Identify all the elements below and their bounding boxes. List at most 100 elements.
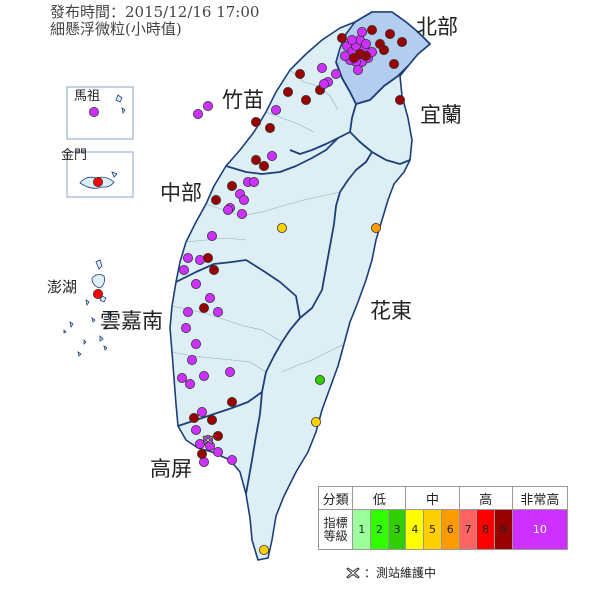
station-marker-level-10[interactable] [190,338,201,349]
station-marker-level-9[interactable] [366,24,377,35]
taiwan-mainland [169,11,431,561]
station-marker-level-9[interactable] [226,180,237,191]
station-marker-level-8[interactable] [93,288,104,299]
header: 發布時間：2015/12/16 17:00 細懸浮微粒(小時值) [50,4,259,38]
station-marker-level-10[interactable] [222,204,233,215]
legend-mid-header: 中 [405,486,460,510]
station-marker-level-9[interactable] [258,160,269,171]
station-marker-level-10[interactable] [270,105,281,116]
station-marker-level-9[interactable] [196,448,207,459]
station-marker-level-10[interactable] [248,176,259,187]
station-marker-level-10[interactable] [89,107,100,118]
station-marker-level-10[interactable] [178,264,189,275]
legend-level-8: 8 [476,509,495,550]
station-marker-level-5[interactable] [276,222,287,233]
kinmen-inset[interactable]: 金門 [61,147,134,198]
station-marker-level-10[interactable] [176,372,187,383]
station-marker-level-10[interactable] [182,306,193,317]
station-marker-level-9[interactable] [396,37,407,48]
legend-low-header: 低 [352,486,407,510]
station-marker-level-10[interactable] [190,278,201,289]
station-marker-level-10[interactable] [198,370,209,381]
region-label-yilan: 宜蘭 [420,103,462,127]
station-marker-level-10[interactable] [180,322,191,333]
legend-level-5: 5 [423,509,442,550]
station-marker-level-3[interactable] [314,374,325,385]
station-marker-level-9[interactable] [336,33,347,44]
station-marker-level-10[interactable] [339,51,350,62]
station-marker-level-9[interactable] [250,154,261,165]
station-marker-level-10[interactable] [238,194,249,205]
legend-level-2: 2 [370,509,389,550]
region-label-central: 中部 [160,181,202,205]
region-label-kaoping: 高屏 [150,457,192,481]
station-marker-level-10[interactable] [196,406,207,417]
legend-level-3: 3 [387,509,407,550]
station-marker-level-9[interactable] [384,28,395,39]
station-marker-level-10[interactable] [266,150,277,161]
station-marker-level-10[interactable] [202,101,213,112]
station-marker-level-9[interactable] [188,412,199,423]
legend-level-6: 6 [440,509,460,550]
station-marker-level-10[interactable] [206,230,217,241]
station-marker-level-9[interactable] [282,87,293,98]
legend-very-high-header: 非常高 [511,486,569,510]
station-marker-level-10[interactable] [212,306,223,317]
station-marker-level-8[interactable] [93,176,104,187]
region-label-zhumiao: 竹苗 [222,88,264,112]
station-marker-level-10[interactable] [330,69,341,80]
legend-level-7: 7 [458,509,478,550]
station-marker-level-10[interactable] [184,378,195,389]
station-marker-level-10[interactable] [346,35,357,46]
station-marker-level-6[interactable] [370,222,381,233]
station-marker-level-9[interactable] [198,302,209,313]
station-marker-level-5[interactable] [258,545,269,556]
region-label-north: 北部 [416,15,458,39]
station-marker-level-9[interactable] [208,264,219,275]
maintenance-marker[interactable] [202,435,214,445]
maintenance-legend: ：測站維護中 [346,564,436,581]
station-marker-level-10[interactable] [204,292,215,303]
station-marker-level-9[interactable] [388,59,399,70]
station-marker-level-5[interactable] [310,416,321,427]
station-marker-level-10[interactable] [224,366,235,377]
station-marker-level-9[interactable] [206,414,217,425]
matsu-inset[interactable]: 馬祖 [66,86,134,140]
station-marker-level-9[interactable] [394,95,405,106]
station-marker-level-9[interactable] [202,252,213,263]
station-marker-level-9[interactable] [212,430,223,441]
station-marker-level-10[interactable] [226,454,237,465]
maintenance-icon [346,566,360,579]
station-marker-level-10[interactable] [186,354,197,365]
station-marker-level-10[interactable] [190,424,201,435]
station-marker-level-10[interactable] [316,63,327,74]
region-label-hualien: 花東 [370,299,412,323]
station-marker-level-9[interactable] [210,194,221,205]
station-marker-level-10[interactable] [212,446,223,457]
station-marker-level-10[interactable] [182,252,193,263]
station-marker-level-10[interactable] [236,208,247,219]
station-marker-level-9[interactable] [226,396,237,407]
aqi-legend: 分類 低 中 高 非常高 指標等級 1 2 3 4 5 6 7 8 9 10 [317,486,569,550]
station-marker-level-9[interactable] [250,117,261,128]
station-marker-level-10[interactable] [360,39,371,50]
station-marker-level-10[interactable] [356,26,367,37]
station-marker-level-10[interactable] [352,65,363,76]
station-marker-level-9[interactable] [294,69,305,80]
station-marker-level-10[interactable] [318,79,329,90]
region-label-penghu: 澎湖 [47,278,77,296]
legend-row-label: 指標等級 [317,509,354,550]
station-marker-level-9[interactable] [300,95,311,106]
legend-category-header: 分類 [317,486,354,510]
station-marker-level-9[interactable] [264,123,275,134]
station-marker-level-9[interactable] [378,45,389,56]
region-boundaries [175,61,411,495]
legend-level-4: 4 [405,509,425,550]
station-marker-level-10[interactable] [192,109,203,120]
station-marker-level-9[interactable] [348,53,359,64]
legend-level-9: 9 [494,509,513,550]
legend-level-10: 10 [511,509,569,550]
kinmen-label: 金門 [61,147,87,163]
legend-high-header: 高 [458,486,513,510]
